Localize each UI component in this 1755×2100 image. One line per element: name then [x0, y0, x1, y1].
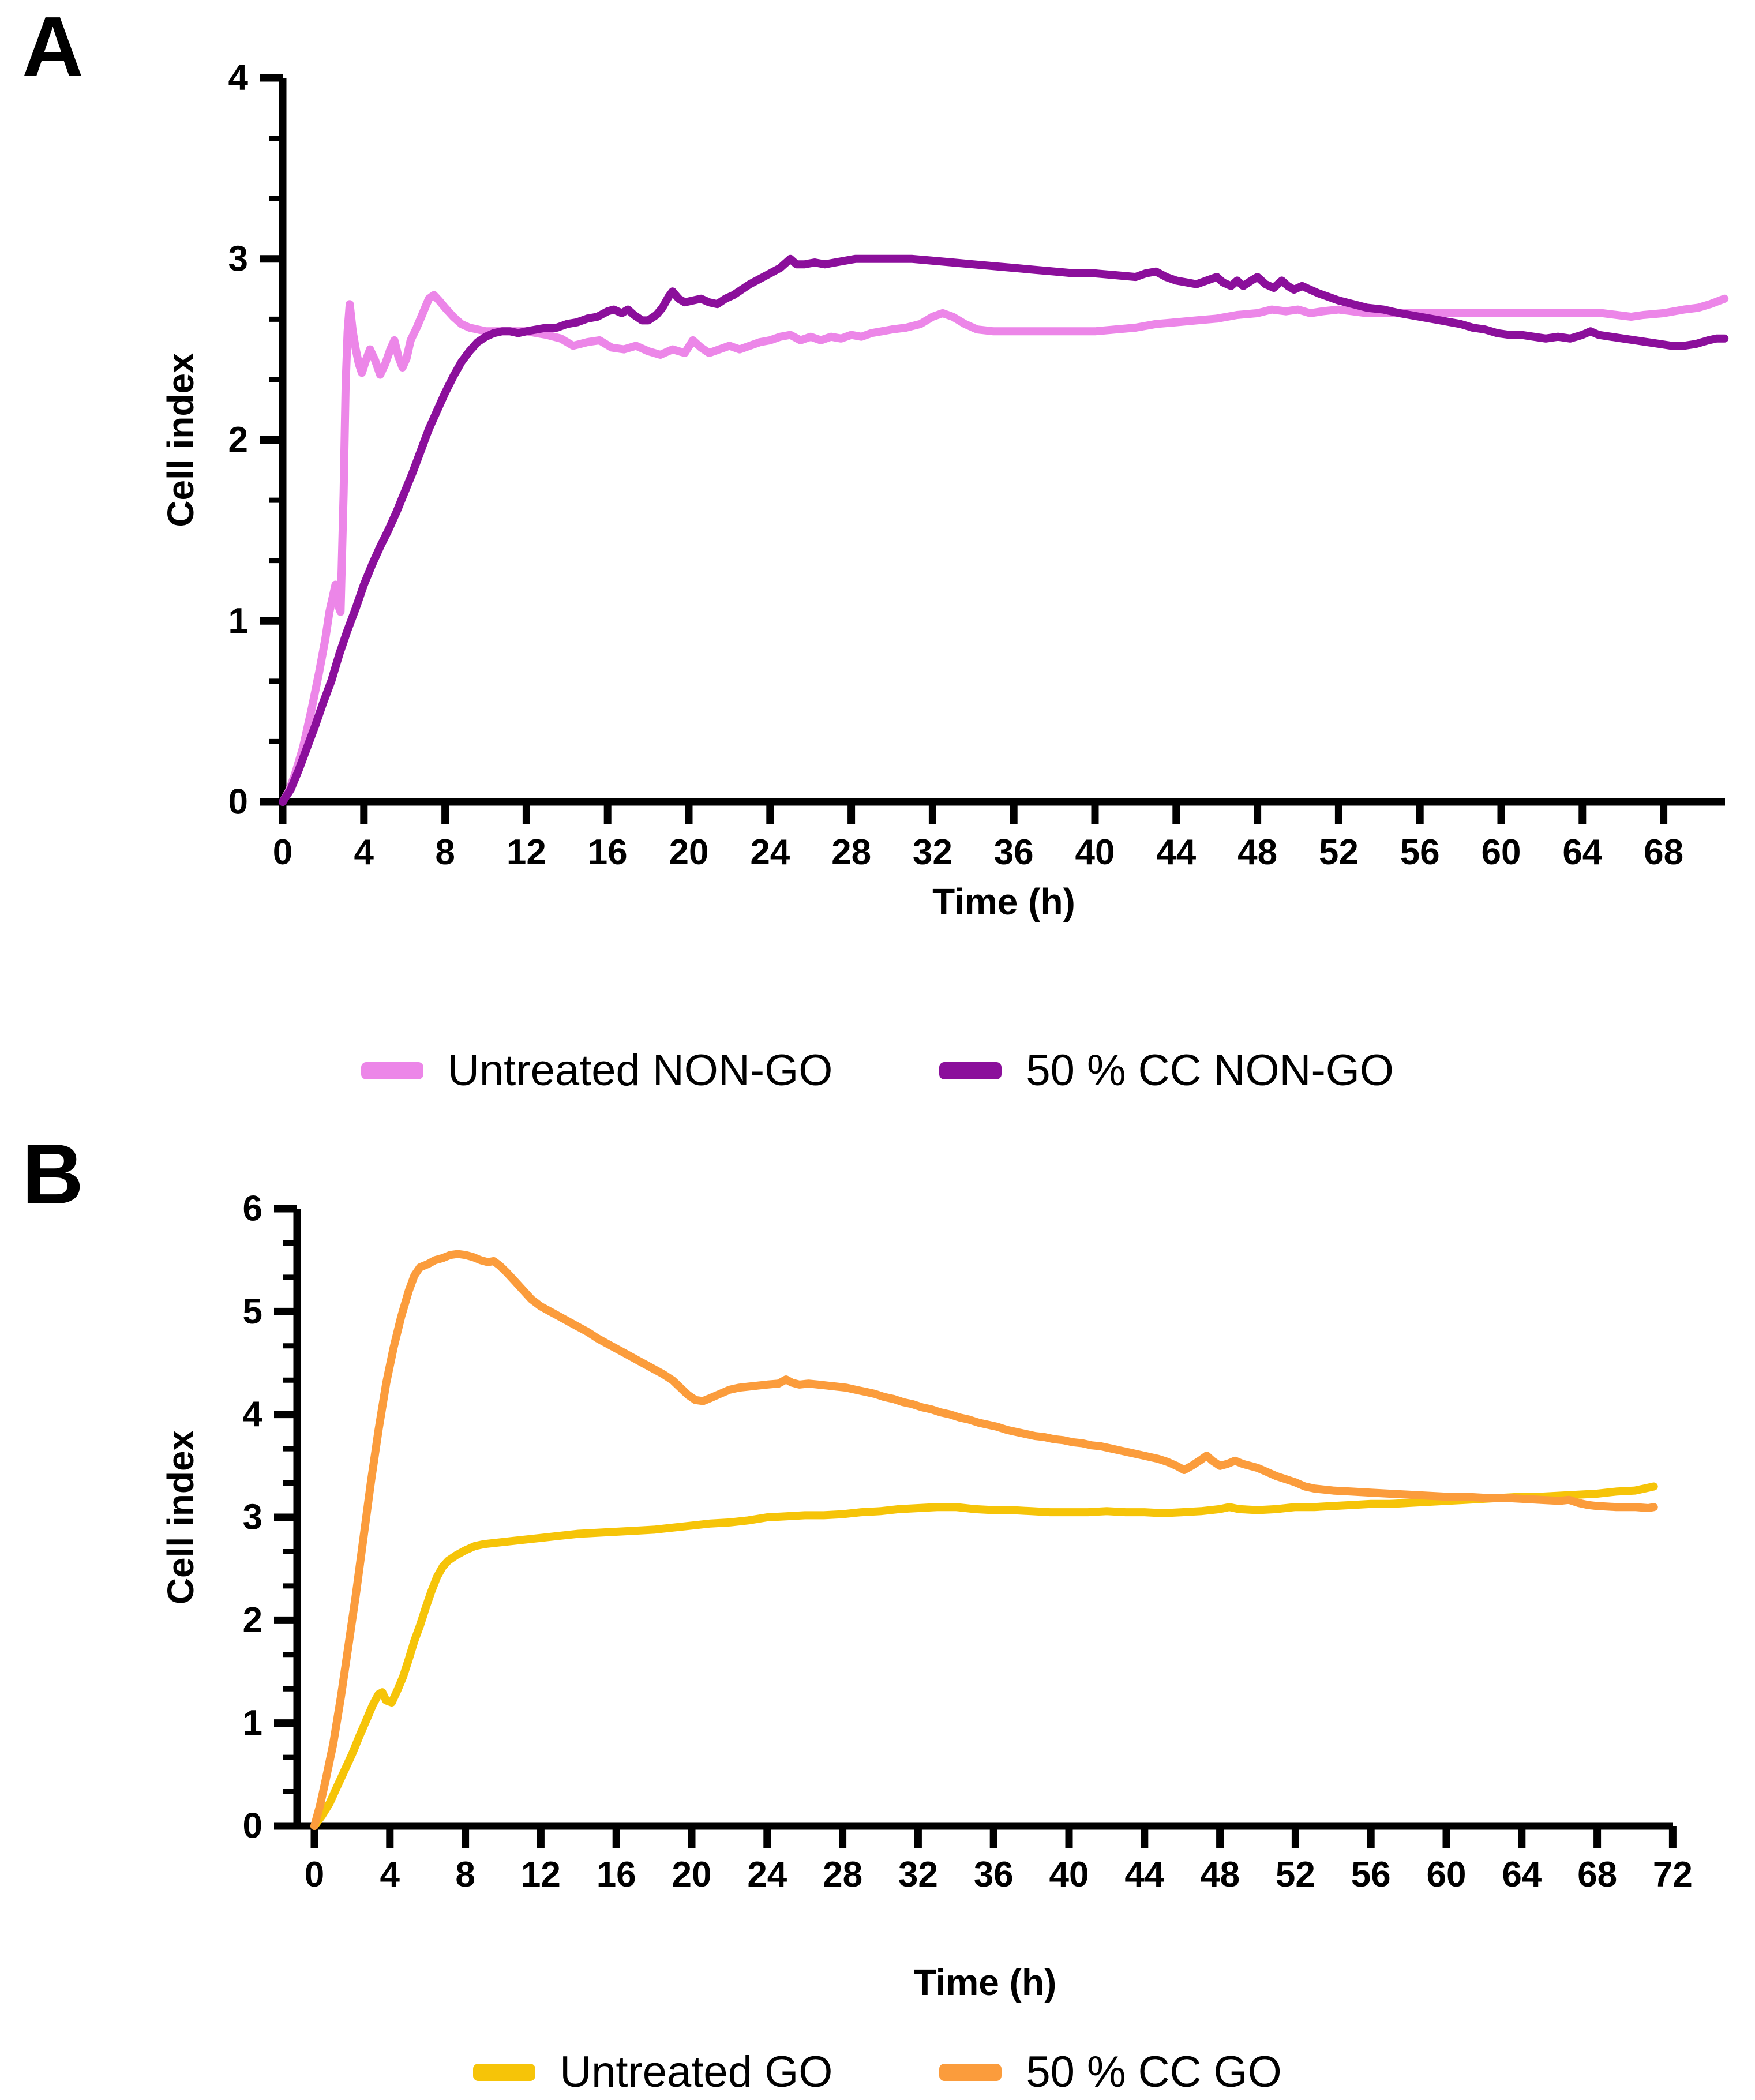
x-tick-label: 8 [455, 1855, 475, 1895]
x-tick-label: 48 [1200, 1855, 1240, 1895]
x-tick-label: 12 [507, 832, 546, 872]
x-tick-label: 16 [597, 1855, 636, 1895]
x-tick-label: 44 [1124, 1855, 1164, 1895]
x-tick-label: 0 [273, 832, 292, 872]
x-tick-label: 72 [1653, 1855, 1693, 1895]
series-line-0 [310, 1482, 1658, 1830]
y-tick-label: 2 [228, 420, 248, 460]
y-tick-label: 1 [243, 1703, 262, 1743]
panel-b-label: B [22, 1127, 85, 1222]
x-tick-label: 60 [1427, 1855, 1467, 1895]
x-tick-label: 8 [435, 832, 455, 872]
x-tick-label: 12 [521, 1855, 561, 1895]
x-tick-label: 0 [305, 1855, 324, 1895]
untreated-go-label: Untreated GO [560, 2047, 833, 2097]
untreated-non-go-label: Untreated NON-GO [448, 1046, 833, 1095]
x-tick-label: 24 [747, 1855, 787, 1895]
untreated-go-swatch [473, 2063, 536, 2081]
y-tick-label: 0 [243, 1806, 262, 1846]
x-tick-label: 4 [354, 832, 374, 872]
x-tick-label: 28 [823, 1855, 862, 1895]
cc-non-go-label: 50 % CC NON-GO [1026, 1046, 1394, 1095]
x-tick-label: 52 [1319, 832, 1359, 872]
series-line-1 [310, 1250, 1658, 1830]
x-tick-label: 32 [898, 1855, 938, 1895]
legend-item-50cc-non-go: 50 % CC NON-GO [939, 1045, 1394, 1096]
x-tick-label: 52 [1276, 1855, 1315, 1895]
y-tick-label: 4 [228, 58, 249, 98]
x-tick-label: 20 [669, 832, 709, 872]
x-tick-label: 40 [1049, 1855, 1089, 1895]
x-axis-title: Time (h) [914, 1962, 1057, 2003]
y-tick-label: 2 [243, 1600, 262, 1640]
y-axis-title: Cell index [160, 1430, 201, 1604]
y-tick-label: 0 [228, 782, 248, 822]
y-tick-label: 1 [228, 601, 248, 641]
x-tick-label: 40 [1075, 832, 1115, 872]
x-tick-label: 24 [750, 832, 790, 872]
y-tick-label: 6 [243, 1189, 262, 1229]
x-tick-label: 16 [588, 832, 628, 872]
x-tick-label: 64 [1502, 1855, 1542, 1895]
y-tick-label: 3 [243, 1498, 262, 1537]
x-tick-label: 56 [1351, 1855, 1391, 1895]
x-tick-label: 28 [831, 832, 871, 872]
x-tick-label: 20 [672, 1855, 712, 1895]
chart-a-legend: Untreated NON-GO 50 % CC NON-GO [0, 1045, 1755, 1096]
x-tick-label: 44 [1156, 832, 1196, 872]
untreated-non-go-swatch [361, 1062, 424, 1079]
series-line-1 [279, 254, 1729, 806]
axis-lines [279, 78, 1725, 806]
panel-a-label: A [22, 0, 85, 95]
x-tick-label: 48 [1238, 832, 1277, 872]
x-tick-label: 32 [913, 832, 952, 872]
x-tick-label: 60 [1482, 832, 1521, 872]
y-tick-label: 4 [243, 1394, 263, 1434]
cc-non-go-swatch [939, 1062, 1002, 1079]
series-line-0 [279, 291, 1729, 806]
x-tick-label: 64 [1562, 832, 1602, 872]
x-tick-label: 56 [1400, 832, 1440, 872]
legend-item-untreated-non-go: Untreated NON-GO [361, 1045, 832, 1096]
legend-item-50cc-go: 50 % CC GO [939, 2047, 1282, 2097]
x-tick-label: 68 [1577, 1855, 1617, 1895]
legend-item-untreated-go: Untreated GO [473, 2047, 832, 2097]
cc-go-swatch [939, 2063, 1002, 2081]
y-tick-label: 3 [228, 239, 248, 279]
x-tick-label: 68 [1644, 832, 1683, 872]
x-tick-label: 36 [974, 1855, 1014, 1895]
y-tick-label: 5 [243, 1292, 262, 1332]
axis-lines [293, 1209, 1673, 1830]
cc-go-label: 50 % CC GO [1026, 2047, 1282, 2097]
x-axis-title: Time (h) [932, 881, 1075, 922]
x-tick-label: 36 [994, 832, 1034, 872]
chart-b-legend: Untreated GO 50 % CC GO [0, 2047, 1755, 2097]
x-tick-label: 4 [380, 1855, 400, 1895]
y-axis-title: Cell index [160, 352, 201, 527]
